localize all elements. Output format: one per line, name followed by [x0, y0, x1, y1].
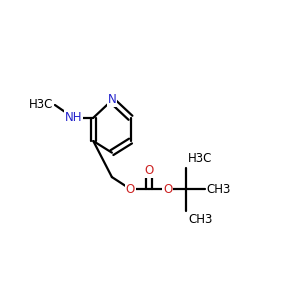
Text: H3C: H3C: [29, 98, 53, 111]
Text: N: N: [107, 93, 116, 106]
Text: H3C: H3C: [188, 152, 212, 165]
Text: O: O: [126, 183, 135, 196]
Text: O: O: [163, 183, 172, 196]
Text: CH3: CH3: [207, 183, 231, 196]
Text: CH3: CH3: [188, 213, 212, 226]
Text: NH: NH: [65, 111, 82, 124]
Text: O: O: [145, 164, 154, 177]
